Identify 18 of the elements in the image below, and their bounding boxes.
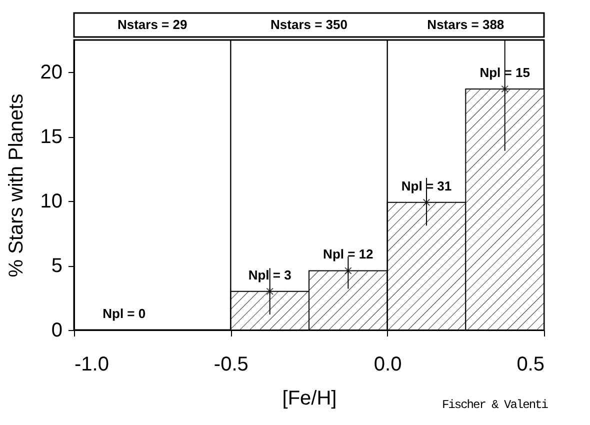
y-tick-label: 5 <box>51 255 62 278</box>
y-tick-label: 0 <box>51 320 62 342</box>
annotation: Npl = 3 <box>248 267 292 282</box>
x-axis-title: [Fe/H] <box>282 388 337 410</box>
x-tick-label: -0.5 <box>214 354 248 376</box>
text: Nstars = 29 <box>117 17 188 32</box>
y-tick-label: 20 <box>40 62 62 84</box>
annotation: Npl = 12 <box>323 246 374 262</box>
y-tick-label: 15 <box>40 126 62 148</box>
text: Fischer & Valenti <box>442 398 548 412</box>
x-tick-label: 0.0 <box>374 354 402 376</box>
y-tick-label: 10 <box>40 190 62 213</box>
text: Nstars = 388 <box>427 17 504 32</box>
x-tick-label: 0.5 <box>516 354 544 376</box>
y-axis-title: % Stars with Planets <box>5 94 28 278</box>
x-tick-label: -1.0 <box>74 354 109 376</box>
text: Nstars = 350 <box>270 17 348 32</box>
annotation: Npl = 0 <box>102 306 146 321</box>
